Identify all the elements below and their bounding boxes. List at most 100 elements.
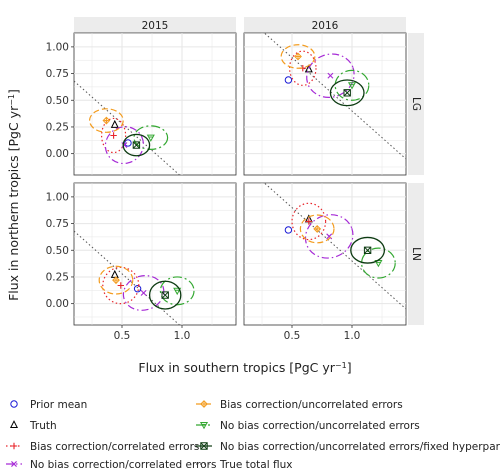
grid-lines (244, 183, 406, 325)
nobias-fixed-point (363, 246, 372, 254)
bias-correlated-ellipse (100, 117, 127, 154)
legend-label: Truth (29, 420, 57, 432)
nobias-correlated-point (140, 290, 147, 296)
facet-panel (73, 32, 237, 176)
column-strip (244, 17, 406, 33)
truth-point (9, 420, 19, 429)
prior-mean-point (284, 76, 293, 84)
legend-item-nobias-uncorrelated: No bias correction/uncorrelated errors (196, 420, 420, 432)
bias-uncorrelated-ellipse (299, 214, 335, 244)
panels-layer: 2015 2016 LG LN 0.00 0.25 0.50 0.75 1.00 0.00 0.25… (46, 17, 424, 342)
nobias-correlated-ellipse (306, 53, 355, 98)
nobias-fixed-ellipse (329, 79, 365, 107)
nobias-uncorrelated-ellipse (361, 247, 396, 279)
prior-mean-point (10, 400, 18, 408)
legend-label: No bias correction/uncorrelated errors/f… (220, 441, 500, 453)
x-tick-label: 0.5 (284, 330, 301, 342)
panel-frame (73, 32, 237, 176)
legend-label: Prior mean (30, 399, 87, 411)
prior-mean-point (284, 226, 293, 234)
legend-label: True total flux (219, 459, 292, 471)
x-tick-label: 1.0 (174, 330, 191, 342)
nobias-fixed-ellipse (122, 133, 151, 157)
bias-correlated-point (305, 218, 312, 225)
legend-label: No bias correction/uncorrelated errors (220, 420, 420, 432)
y-tick-label: 0.75 (46, 68, 69, 80)
prior-mean-point (124, 139, 132, 147)
y-tick-label: 0.00 (46, 298, 69, 310)
true-total-flux-line (74, 230, 181, 325)
truth-point (110, 119, 119, 128)
legend-label: Bias correction/correlated errors (30, 441, 199, 453)
nobias-uncorrelated-ellipse (133, 125, 169, 150)
bias-uncorrelated-point (200, 400, 208, 408)
true-total-flux-line (74, 80, 181, 175)
truth-point (304, 64, 313, 73)
nobias-correlated-point (11, 461, 17, 467)
nobias-fixed-point (343, 89, 351, 97)
legend-item-true-total: True total flux (196, 459, 292, 471)
column-strip (74, 17, 236, 33)
nobias-fixed-point (161, 291, 169, 299)
column-label: 2016 (312, 20, 339, 32)
bias-correlated-point (110, 132, 117, 139)
y-axis-title: Flux in northern tropics [PgC yr−1] (6, 89, 21, 301)
bias-uncorrelated-ellipse (89, 108, 124, 133)
legend: Prior mean Truth Bias correction/correlate… (6, 399, 500, 471)
nobias-fixed-ellipse (350, 236, 386, 264)
y-tick-label: 0.25 (46, 271, 69, 283)
legend-label: Bias correction/uncorrelated errors (220, 399, 403, 411)
bias-uncorrelated-point (102, 116, 111, 125)
x-tick-label: 1.0 (344, 330, 361, 342)
legend-item-bias-uncorrelated: Bias correction/uncorrelated errors (196, 399, 403, 411)
bias-uncorrelated-point (294, 52, 302, 61)
facet-panel (243, 182, 407, 326)
x-tick-label: 0.5 (114, 330, 131, 342)
bias-correlated-point (10, 442, 18, 450)
y-tick-label: 0.00 (46, 148, 69, 160)
y-tick-label: 0.25 (46, 121, 69, 133)
true-total-flux-line (263, 33, 406, 160)
nobias-fixed-point (200, 442, 208, 450)
nobias-correlated-ellipse (122, 275, 165, 311)
nobias-uncorrelated-point (199, 421, 209, 430)
nobias-uncorrelated-point (347, 82, 357, 90)
nobias-uncorrelated-ellipse (334, 69, 370, 101)
panel-plot (74, 230, 195, 325)
y-tick-label: 0.50 (46, 245, 69, 257)
row-label: LN (410, 247, 422, 261)
y-tick-label: 1.00 (46, 191, 69, 203)
y-tick-label: 0.75 (46, 218, 69, 230)
nobias-uncorrelated-point (146, 134, 155, 142)
bias-uncorrelated-ellipse (280, 44, 316, 69)
column-label: 2015 (142, 20, 169, 32)
nobias-correlated-ellipse (304, 214, 354, 259)
bias-correlated-ellipse (288, 50, 317, 86)
panel-frame (243, 32, 407, 176)
nobias-fixed-ellipse (148, 280, 182, 310)
panel-plot (263, 33, 406, 160)
bias-uncorrelated-point (313, 225, 322, 233)
row-strip (408, 183, 424, 325)
truth-point (110, 269, 119, 278)
legend-item-truth: Truth (9, 420, 57, 432)
panel-plot (74, 80, 181, 175)
nobias-correlated-ellipse (104, 126, 145, 165)
facet-panel (73, 182, 237, 326)
legend-item-nobias-correlated: No bias correction/correlated errors (6, 459, 216, 471)
panel-frame (73, 182, 237, 326)
legend-item-bias-correlated: Bias correction/correlated errors (6, 441, 199, 453)
panel-plot (263, 183, 406, 310)
bias-uncorrelated-point (112, 276, 120, 285)
bias-correlated-ellipse (291, 202, 327, 241)
row-label: LG (410, 97, 422, 111)
grid-lines (74, 33, 236, 175)
bias-uncorrelated-ellipse (98, 265, 134, 295)
nobias-correlated-point (327, 72, 334, 79)
nobias-fixed-point (132, 141, 141, 149)
legend-item-prior: Prior mean (10, 399, 87, 411)
nobias-correlated-point (326, 233, 333, 240)
nobias-uncorrelated-point (173, 287, 182, 296)
true-total-flux-line (263, 183, 406, 310)
